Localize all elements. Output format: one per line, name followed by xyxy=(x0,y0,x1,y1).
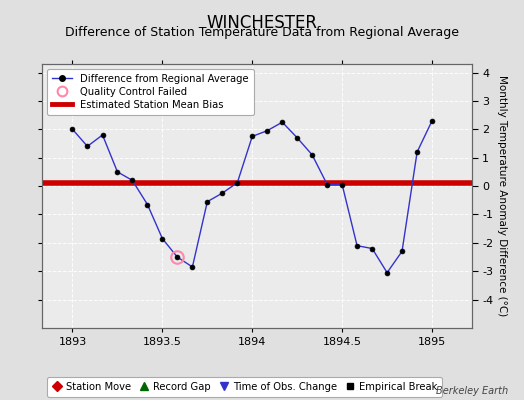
Y-axis label: Monthly Temperature Anomaly Difference (°C): Monthly Temperature Anomaly Difference (… xyxy=(497,75,507,317)
Text: WINCHESTER: WINCHESTER xyxy=(206,14,318,32)
Text: Difference of Station Temperature Data from Regional Average: Difference of Station Temperature Data f… xyxy=(65,26,459,39)
Text: Berkeley Earth: Berkeley Earth xyxy=(436,386,508,396)
Legend: Station Move, Record Gap, Time of Obs. Change, Empirical Break: Station Move, Record Gap, Time of Obs. C… xyxy=(47,377,442,397)
